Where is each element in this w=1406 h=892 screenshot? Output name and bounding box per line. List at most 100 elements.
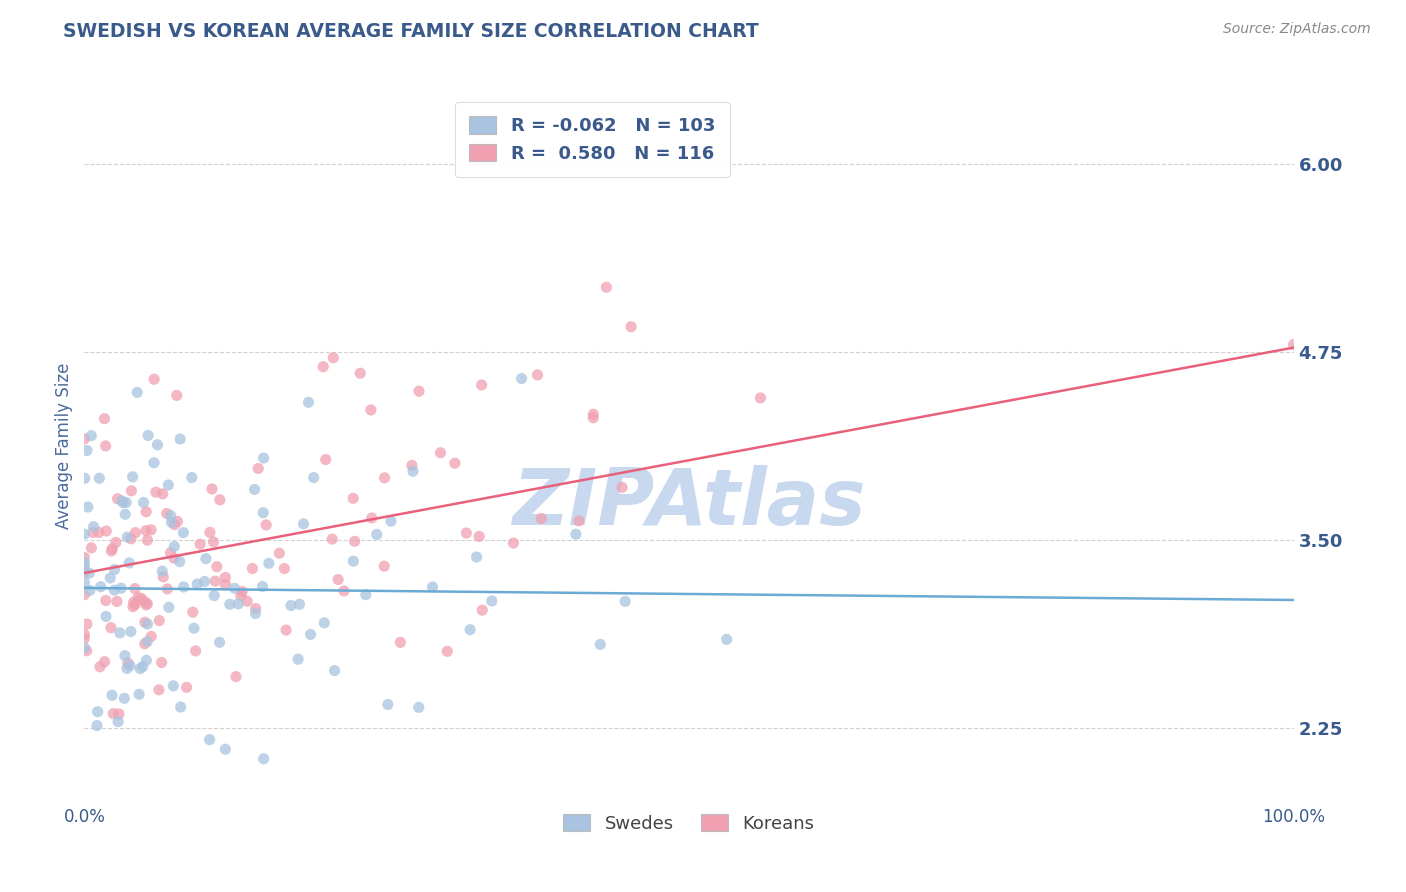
Point [198, 525, 221, 540]
Point [135, 524, 157, 538]
Point [245, 601, 267, 615]
Point [194, 551, 217, 566]
Point [101, 541, 124, 556]
Point [107, 714, 129, 729]
Point [112, 496, 135, 510]
Point [115, 495, 138, 509]
Point [135, 653, 157, 667]
Point [141, 629, 163, 643]
Point [214, 742, 236, 756]
Point [135, 505, 157, 519]
Point [274, 623, 297, 637]
Point [176, 681, 198, 695]
Point [93, 655, 115, 669]
Point [224, 582, 246, 596]
Point [373, 559, 395, 574]
Point [166, 388, 188, 402]
Point [94, 439, 117, 453]
Point [389, 635, 412, 649]
Point [408, 700, 430, 714]
Point [465, 549, 488, 564]
Point [100, 544, 122, 558]
Point [163, 540, 186, 554]
Point [201, 482, 224, 496]
Point [342, 491, 364, 506]
Point [526, 368, 548, 382]
Point [156, 582, 179, 596]
Point [136, 533, 159, 548]
Point [73, 555, 96, 569]
Point [94, 593, 117, 607]
Point [131, 591, 153, 606]
Point [214, 570, 236, 584]
Point [73, 471, 96, 485]
Point [280, 599, 302, 613]
Point [299, 627, 322, 641]
Point [121, 470, 143, 484]
Point [360, 511, 382, 525]
Point [198, 732, 221, 747]
Point [143, 372, 166, 386]
Point [136, 617, 159, 632]
Point [143, 456, 166, 470]
Point [716, 632, 738, 647]
Text: ZIPAtlas: ZIPAtlas [512, 465, 866, 541]
Point [124, 525, 146, 540]
Point [122, 595, 145, 609]
Point [456, 526, 478, 541]
Point [108, 625, 131, 640]
Point [302, 470, 325, 484]
Point [73, 588, 96, 602]
Point [87, 525, 110, 540]
Point [122, 599, 145, 614]
Point [131, 659, 153, 673]
Point [86, 718, 108, 732]
Point [214, 577, 236, 591]
Point [73, 432, 96, 446]
Point [163, 517, 186, 532]
Point [565, 527, 588, 541]
Point [614, 594, 637, 608]
Point [156, 507, 179, 521]
Point [112, 691, 135, 706]
Point [103, 583, 125, 598]
Point [170, 700, 193, 714]
Point [148, 614, 170, 628]
Point [82, 525, 104, 540]
Point [100, 621, 122, 635]
Point [139, 523, 162, 537]
Point [89, 659, 111, 673]
Point [297, 395, 319, 409]
Point [183, 621, 205, 635]
Point [136, 428, 159, 442]
Point [333, 584, 356, 599]
Point [169, 432, 191, 446]
Point [202, 589, 225, 603]
Point [422, 580, 444, 594]
Point [86, 705, 108, 719]
Point [184, 644, 207, 658]
Point [80, 541, 103, 555]
Point [205, 559, 228, 574]
Point [620, 319, 643, 334]
Point [136, 634, 159, 648]
Point [93, 411, 115, 425]
Point [377, 698, 399, 712]
Point [273, 561, 295, 575]
Point [208, 635, 231, 649]
Point [159, 546, 181, 560]
Point [225, 670, 247, 684]
Point [172, 525, 194, 540]
Point [749, 391, 772, 405]
Point [288, 597, 311, 611]
Point [208, 492, 231, 507]
Point [160, 516, 183, 530]
Point [134, 637, 156, 651]
Point [194, 574, 217, 589]
Point [610, 480, 633, 494]
Point [118, 658, 141, 673]
Point [114, 508, 136, 522]
Point [159, 508, 181, 523]
Point [321, 532, 343, 546]
Point [117, 530, 139, 544]
